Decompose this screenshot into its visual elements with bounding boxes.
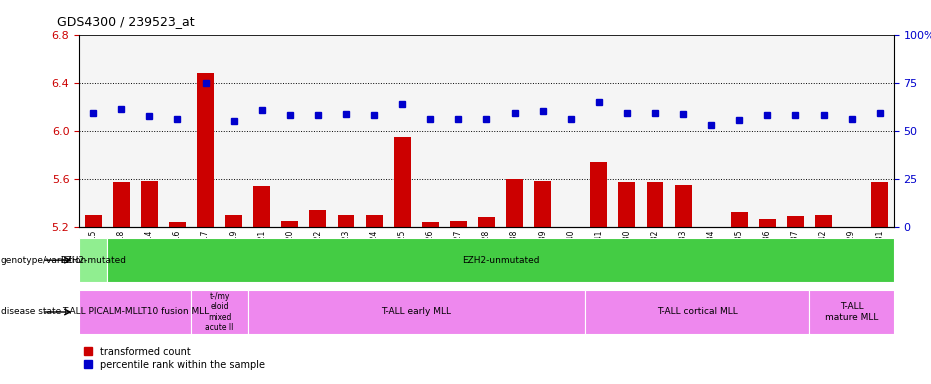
Text: GDS4300 / 239523_at: GDS4300 / 239523_at [57, 15, 195, 28]
Bar [809, 290, 894, 334]
Bar [394, 137, 411, 227]
Legend: transformed count, percentile rank within the sample: transformed count, percentile rank withi… [84, 347, 264, 369]
Text: t-/my
eloid
mixed
acute ll: t-/my eloid mixed acute ll [206, 292, 234, 332]
Bar [169, 222, 186, 227]
Text: genotype/variation: genotype/variation [1, 256, 88, 265]
Bar [225, 215, 242, 227]
Bar [506, 179, 523, 227]
Bar [197, 73, 214, 227]
Bar [113, 182, 129, 227]
Text: T-ALL early MLL: T-ALL early MLL [381, 308, 452, 316]
Bar [759, 219, 776, 227]
Bar [192, 290, 248, 334]
Bar [450, 220, 466, 227]
Text: T-ALL PICALM-MLLT10 fusion MLL: T-ALL PICALM-MLLT10 fusion MLL [61, 308, 209, 316]
Bar [141, 181, 157, 227]
Bar [366, 215, 383, 227]
Bar [422, 222, 439, 227]
Bar [534, 181, 551, 227]
Bar [618, 182, 635, 227]
Bar [309, 210, 327, 227]
Bar [248, 290, 585, 334]
Bar [675, 185, 692, 227]
Bar [590, 162, 607, 227]
Text: EZH2-unmutated: EZH2-unmutated [462, 256, 539, 265]
Bar [787, 216, 803, 227]
Bar [478, 217, 495, 227]
Bar [871, 182, 888, 227]
Bar [338, 215, 355, 227]
Bar [585, 290, 809, 334]
Bar [281, 220, 298, 227]
Text: T-ALL cortical MLL: T-ALL cortical MLL [656, 308, 737, 316]
Bar [816, 215, 832, 227]
Bar [79, 238, 107, 282]
Text: disease state: disease state [1, 308, 61, 316]
Bar [646, 182, 664, 227]
Bar [79, 290, 192, 334]
Bar [731, 212, 748, 227]
Bar [85, 215, 101, 227]
Text: EZH2-mutated: EZH2-mutated [61, 256, 127, 265]
Text: T-ALL
mature MLL: T-ALL mature MLL [825, 302, 878, 322]
Bar [253, 186, 270, 227]
